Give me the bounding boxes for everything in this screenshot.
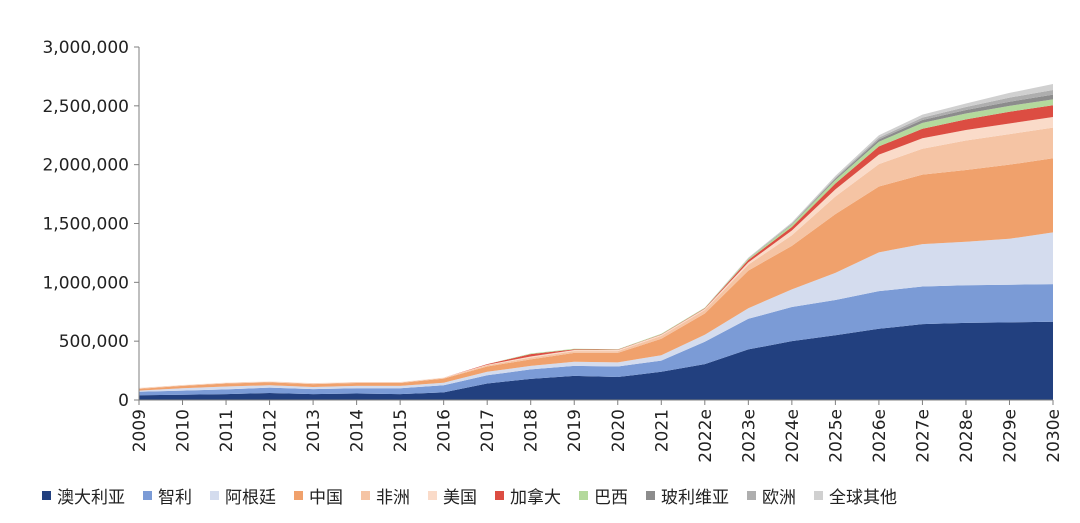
legend-label: 欧洲 [762,488,796,508]
area-series-2 [139,232,1053,392]
x-tick-label: 2011 [217,409,237,452]
legend-item: 美国 [428,483,477,508]
legend-item: 全球其他 [814,483,897,508]
legend-item: 玻利维亚 [646,483,729,508]
x-tick-label: 2030e [1044,409,1064,463]
legend-swatch [747,491,756,500]
legend-label: 阿根廷 [225,488,276,508]
x-tick-label: 2029e [1000,409,1020,463]
area-series-0 [139,321,1053,400]
legend-swatch [143,491,152,500]
legend-item: 欧洲 [747,483,796,508]
legend-item: 非洲 [361,483,410,508]
legend-label: 玻利维亚 [661,488,729,508]
x-tick-label: 2015 [391,409,411,452]
legend-label: 中国 [309,488,343,508]
y-tick-label: 1,500,000 [42,215,129,235]
area-layers [139,84,1053,400]
x-tick-label: 2022e [696,409,716,463]
x-tick-label: 2026e [870,409,890,463]
x-tick-label: 2019 [565,409,585,452]
legend-swatch [361,491,370,500]
legend-item: 智利 [143,483,192,508]
legend-label: 巴西 [594,488,628,508]
legend-label: 美国 [443,488,477,508]
legend-swatch [210,491,219,500]
legend-swatch [428,491,437,500]
y-tick-label: 2,000,000 [42,156,129,176]
area-series-1 [139,284,1053,396]
legend-label: 全球其他 [829,488,897,508]
legend-swatch [495,491,504,500]
legend-item: 加拿大 [495,483,561,508]
y-tick-label: 500,000 [59,332,129,352]
x-tick-label: 2024e [783,409,803,463]
legend-swatch [579,491,588,500]
legend-swatch [814,491,823,500]
legend-swatch [646,491,655,500]
x-axis: 2009 2010 2011 2012 2013 2014 2015 2016 2017 2018… [130,399,1064,463]
legend-label: 加拿大 [510,488,561,508]
legend-label: 智利 [158,488,192,508]
x-tick-label: 2023e [739,409,759,463]
area-series-4 [139,127,1053,389]
x-tick-label: 2021 [652,409,672,452]
legend-item: 澳大利亚 [42,483,125,508]
legend: 澳大利亚 智利 阿根廷 中国 非洲 美国 加拿大 巴西 玻利维亚 欧洲 全球其他 [42,483,897,508]
y-tick-label: 2,500,000 [42,97,129,117]
y-tick-label: 1,000,000 [42,273,129,293]
x-tick-label: 2014 [348,409,368,452]
x-tick-label: 2020 [609,409,629,452]
legend-item: 阿根廷 [210,483,276,508]
y-tick-label: 3,000,000 [42,38,129,58]
x-tick-label: 2025e [826,409,846,463]
y-axis: 0 500,000 1,000,000 1,500,000 2,000,000 2,500… [42,38,140,411]
x-tick-label: 2018 [522,409,542,452]
x-tick-label: 2010 [174,409,194,452]
x-tick-label: 2012 [261,409,281,452]
legend-swatch [294,491,303,500]
x-tick-label: 2027e [913,409,933,463]
x-tick-label: 2028e [957,409,977,463]
legend-label: 澳大利亚 [57,488,125,508]
x-tick-label: 2017 [478,409,498,452]
area-series-3 [139,158,1053,391]
legend-swatch [42,491,51,500]
legend-label: 非洲 [376,488,410,508]
x-tick-label: 2013 [304,409,324,452]
x-tick-label: 2009 [130,409,150,452]
x-tick-label: 2016 [435,409,455,452]
legend-item: 巴西 [579,483,628,508]
y-tick-label: 0 [118,391,129,411]
legend-item: 中国 [294,483,343,508]
